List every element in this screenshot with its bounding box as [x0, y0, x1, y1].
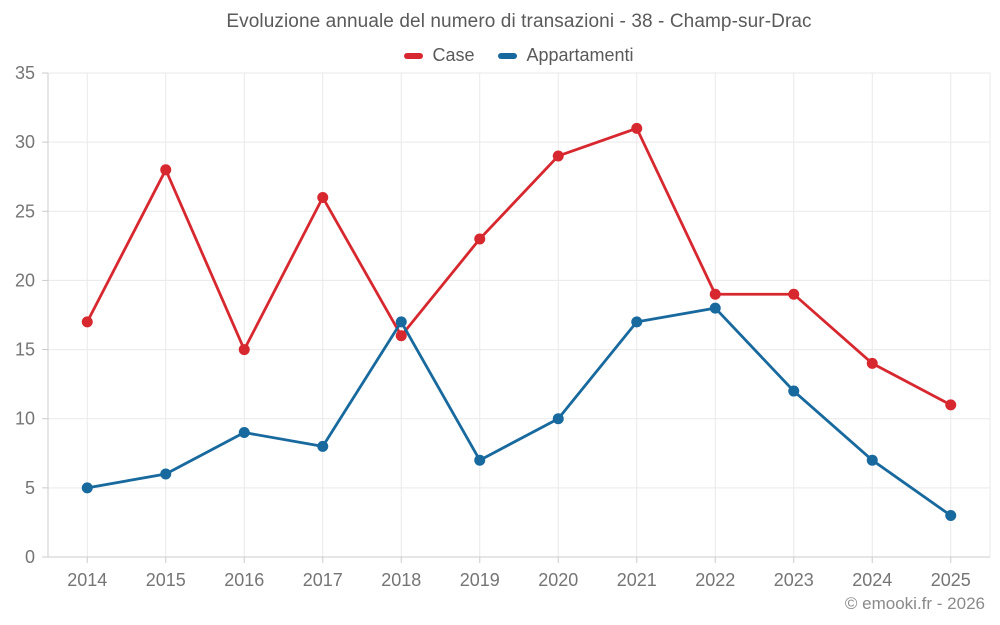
y-tick-label: 5 — [25, 478, 35, 498]
legend-label: Case — [432, 45, 475, 65]
data-point-case-2023[interactable] — [788, 288, 800, 300]
y-tick-label: 30 — [15, 132, 35, 152]
x-tick-label: 2022 — [695, 570, 735, 590]
x-tick-label: 2014 — [67, 570, 107, 590]
x-tick-label: 2015 — [146, 570, 186, 590]
series-line-appartamenti — [85, 306, 953, 517]
series-line-case — [85, 126, 953, 407]
x-tick-label: 2021 — [617, 570, 657, 590]
y-tick-label: 25 — [15, 201, 35, 221]
data-point-appartamenti-2018[interactable] — [395, 316, 407, 328]
chart-title: Evoluzione annuale del numero di transaz… — [226, 11, 812, 32]
legend-item-appartamenti[interactable]: Appartamenti — [498, 45, 634, 66]
data-point-appartamenti-2020[interactable] — [552, 413, 564, 425]
data-point-case-2020[interactable] — [552, 150, 564, 162]
data-point-case-2021[interactable] — [631, 122, 643, 134]
y-tick-label: 35 — [15, 63, 35, 83]
data-point-case-2024[interactable] — [866, 357, 878, 369]
y-tick-label: 15 — [15, 340, 35, 360]
data-point-appartamenti-2016[interactable] — [238, 427, 250, 439]
data-point-case-2014[interactable] — [81, 316, 93, 328]
data-point-appartamenti-2015[interactable] — [160, 468, 172, 480]
y-tick-label: 0 — [25, 547, 35, 567]
data-point-appartamenti-2021[interactable] — [631, 316, 643, 328]
legend-label: Appartamenti — [526, 45, 634, 65]
x-tick-label: 2025 — [931, 570, 971, 590]
data-point-appartamenti-2023[interactable] — [788, 385, 800, 397]
x-tick-label: 2023 — [774, 570, 814, 590]
legend-swatch-icon — [498, 52, 518, 59]
y-tick-label: 20 — [15, 270, 35, 290]
x-tick-label: 2020 — [538, 570, 578, 590]
x-tick-label: 2018 — [381, 570, 421, 590]
data-point-case-2017[interactable] — [317, 191, 329, 203]
data-point-case-2019[interactable] — [474, 233, 486, 245]
data-point-appartamenti-2017[interactable] — [317, 440, 329, 452]
y-tick-label: 10 — [15, 409, 35, 429]
data-point-case-2015[interactable] — [160, 164, 172, 176]
chart-legend: Case Appartamenti — [48, 45, 990, 66]
data-point-appartamenti-2019[interactable] — [474, 454, 486, 466]
x-tick-label: 2016 — [224, 570, 264, 590]
x-tick-label: 2019 — [460, 570, 500, 590]
x-tick-label: 2024 — [852, 570, 892, 590]
data-point-case-2018[interactable] — [395, 330, 407, 342]
legend-item-case[interactable]: Case — [404, 45, 474, 66]
data-point-appartamenti-2014[interactable] — [81, 482, 93, 494]
data-point-appartamenti-2025[interactable] — [945, 510, 957, 522]
data-point-case-2022[interactable] — [709, 288, 721, 300]
data-point-case-2016[interactable] — [238, 344, 250, 356]
x-tick-label: 2017 — [303, 570, 343, 590]
data-point-appartamenti-2022[interactable] — [709, 302, 721, 314]
legend-swatch-icon — [404, 52, 424, 59]
data-point-case-2025[interactable] — [945, 399, 957, 411]
copyright-watermark: © emooki.fr - 2026 — [844, 594, 985, 613]
data-point-appartamenti-2024[interactable] — [866, 454, 878, 466]
